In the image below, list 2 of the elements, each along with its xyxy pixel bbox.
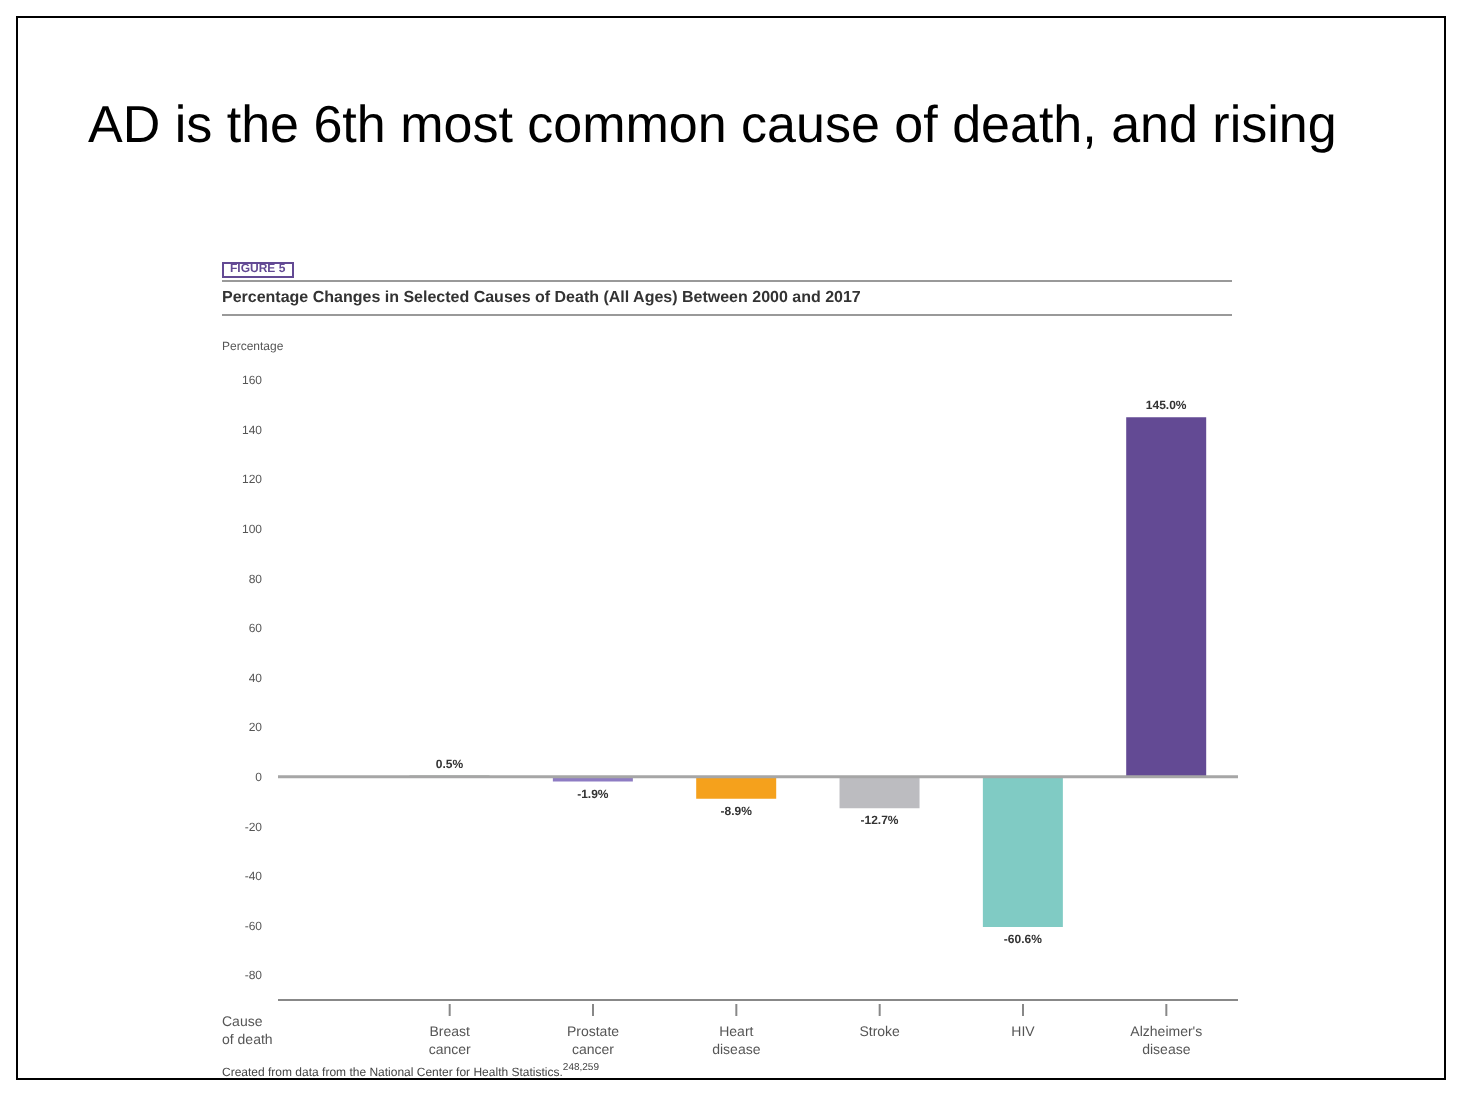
chart-title: AD is the 6th most common cause of death, and rising (88, 94, 1339, 154)
chart-subtitle: Percentage Changes in Selected Causes of Death (All Ages) Between 2000 and 2017 (222, 288, 861, 306)
